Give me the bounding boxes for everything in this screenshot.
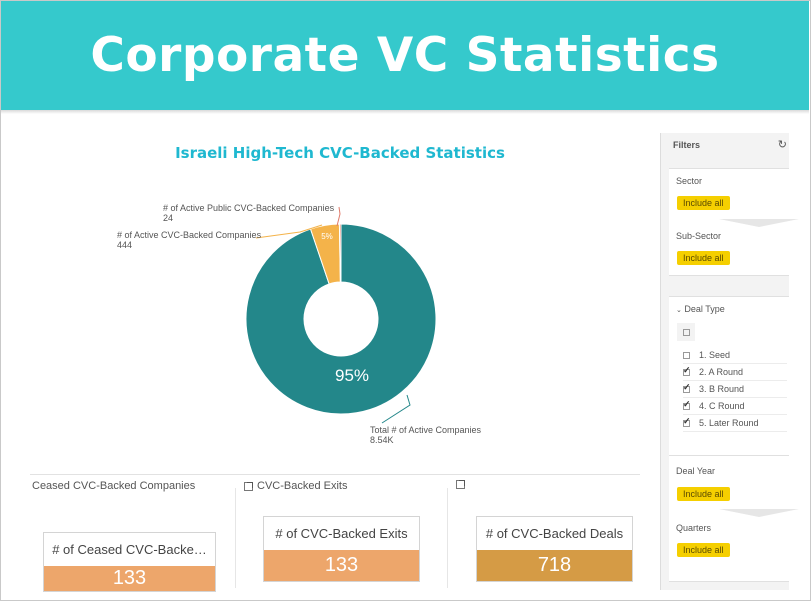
banner-title: Corporate VC Statistics [90, 28, 720, 83]
kpi-card-deals[interactable]: # of CVC-Backed Deals 718 [476, 516, 633, 582]
kpi-label-exits: # of CVC-Backed Exits [275, 525, 408, 541]
deal-type-option-label: 3. B Round [699, 384, 745, 394]
external-link-icon[interactable] [456, 480, 465, 489]
leader-line-public [336, 206, 341, 227]
label-active-cvc-value: 444 [117, 240, 133, 250]
kpi-card-ceased[interactable]: # of Ceased CVC-Backe… 133 [43, 532, 216, 592]
deal-type-option-label: 1. Seed [699, 350, 731, 360]
filter-quarters-chip[interactable]: Include all [677, 543, 730, 557]
checkbox-icon[interactable] [683, 416, 691, 427]
filter-sector-sub-sector: Sector Include all Sub-Sector Include al… [669, 168, 799, 276]
chevron-down-icon [719, 509, 799, 517]
deal-type-option-label: 2. A Round [699, 367, 744, 377]
deal-type-option-label: 4. C Round [699, 401, 745, 411]
select-all-checkbox[interactable] [677, 323, 695, 341]
deal-type-option[interactable]: 4. C Round [683, 398, 787, 415]
checkbox-icon[interactable] [683, 382, 691, 393]
donut-chart: 95% 5% [245, 206, 437, 424]
column-divider-2 [447, 488, 448, 588]
banner-shadow [1, 110, 809, 114]
donut-slice-2[interactable] [338, 223, 342, 283]
chart-title: Israeli High-Tech CVC-Backed Statistics [175, 144, 505, 162]
filter-deal-year-label: Deal Year [676, 466, 716, 476]
filter-deal-year-chip[interactable]: Include all [677, 487, 730, 501]
exits-section-header: CVC-Backed Exits [244, 480, 347, 492]
label-active-public-name: # of Active Public CVC-Backed Companies [163, 203, 335, 213]
deal-type-option[interactable]: 3. B Round [683, 381, 787, 398]
chevron-down-icon: ⌄ [676, 307, 682, 314]
label-active-public: # of Active Public CVC-Backed Companies … [163, 203, 334, 223]
label-active-cvc: # of Active CVC-Backed Companies 444 [117, 230, 261, 250]
filter-sector-chip[interactable]: Include all [677, 196, 730, 210]
kpi-value-deals: 718 [477, 550, 632, 581]
filter-deal-type-label: Deal Type [684, 304, 725, 314]
label-total-active-value: 8.54K [370, 435, 394, 445]
leader-line-total [381, 394, 411, 424]
checkbox-icon[interactable] [683, 351, 690, 359]
slice-percent-large: 95% [335, 366, 369, 385]
filters-title: Filters [673, 140, 701, 150]
filter-deal-type-header[interactable]: ⌄ Deal Type [676, 304, 725, 314]
filter-sub-sector-chip[interactable]: Include all [677, 251, 730, 265]
kpi-value-exits: 133 [264, 550, 419, 581]
filter-deal-year-quarters: Deal Year Include all Quarters Include a… [669, 455, 799, 582]
ceased-section-header: Ceased CVC-Backed Companies [32, 480, 195, 492]
checkbox-icon[interactable] [683, 399, 691, 410]
filter-deal-type: ⌄ Deal Type 1. Seed 2. A Round 3. B Round 4… [669, 296, 789, 456]
leader-line-cvc [255, 224, 323, 239]
chevron-down-icon [719, 219, 799, 227]
deal-type-option-label: 5. Later Round [699, 418, 759, 428]
checkbox-icon [682, 328, 690, 336]
refresh-icon[interactable]: ↻ [777, 139, 787, 151]
title-banner: Corporate VC Statistics [1, 1, 809, 110]
deal-type-option[interactable]: 2. A Round [683, 364, 787, 381]
label-active-public-value: 24 [163, 213, 174, 223]
deals-section-header [456, 480, 465, 489]
donut-slice-0[interactable] [245, 223, 437, 415]
filter-quarters-label: Quarters [676, 523, 712, 533]
deal-type-option[interactable]: 1. Seed [683, 347, 787, 364]
kpi-label-deals: # of CVC-Backed Deals [485, 525, 624, 541]
section-divider [30, 474, 640, 475]
external-link-icon[interactable] [244, 481, 253, 491]
ceased-section-title: Ceased CVC-Backed Companies [32, 480, 196, 492]
kpi-label-ceased: # of Ceased CVC-Backe… [52, 541, 207, 557]
column-divider-1 [235, 488, 236, 588]
filter-sector-label: Sector [676, 176, 703, 186]
deal-type-option[interactable]: 5. Later Round [683, 415, 787, 432]
filter-sub-sector-label: Sub-Sector [676, 231, 722, 241]
label-active-cvc-name: # of Active CVC-Backed Companies [117, 230, 262, 240]
kpi-card-exits[interactable]: # of CVC-Backed Exits 133 [263, 516, 420, 582]
kpi-value-ceased: 133 [44, 566, 215, 591]
slice-percent-small: 5% [321, 232, 333, 241]
filters-panel: Filters ↻ Sector Include all Sub-Sector … [660, 133, 799, 590]
exits-section-title: CVC-Backed Exits [257, 480, 348, 492]
label-total-active-name: Total # of Active Companies [370, 425, 482, 435]
checkbox-icon[interactable] [683, 365, 691, 376]
label-total-active: Total # of Active Companies 8.54K [370, 425, 481, 445]
